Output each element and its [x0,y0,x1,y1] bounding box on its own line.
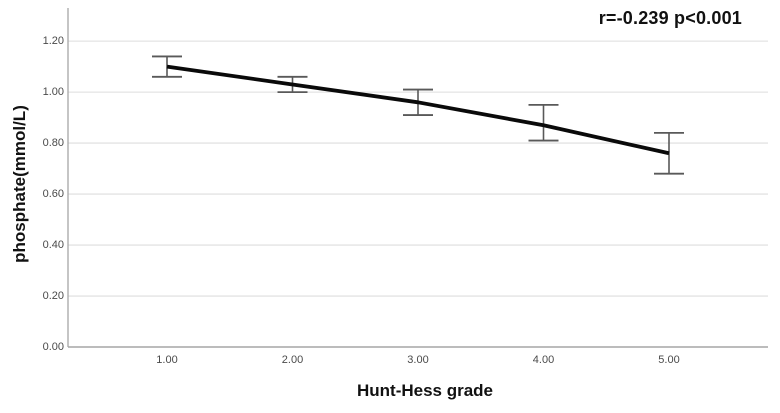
y-tick-label: 1.20 [42,35,64,48]
y-tick-label: 0.20 [42,290,64,303]
y-tick-label: 0.80 [42,137,64,150]
axes [67,8,768,348]
gridlines [68,40,768,297]
y-tick-label: 0.00 [42,341,64,353]
y-tick-label: 0.60 [42,188,64,201]
x-tick-label: 4.00 [532,354,555,366]
x-tick-label: 1.00 [156,354,178,366]
y-tick-label: 0.40 [42,239,64,252]
trend-line [166,64,670,156]
x-tick-label: 2.00 [281,354,304,366]
y-tick-label: 1.00 [42,86,64,99]
error-bars [152,55,684,175]
x-tick-label: 3.00 [407,354,429,366]
x-axis-title: Hunt-Hess grade [356,381,494,400]
correlation-annotation: r=-0.239 p<0.001 [598,8,742,28]
x-tick-label: 5.00 [658,354,680,366]
